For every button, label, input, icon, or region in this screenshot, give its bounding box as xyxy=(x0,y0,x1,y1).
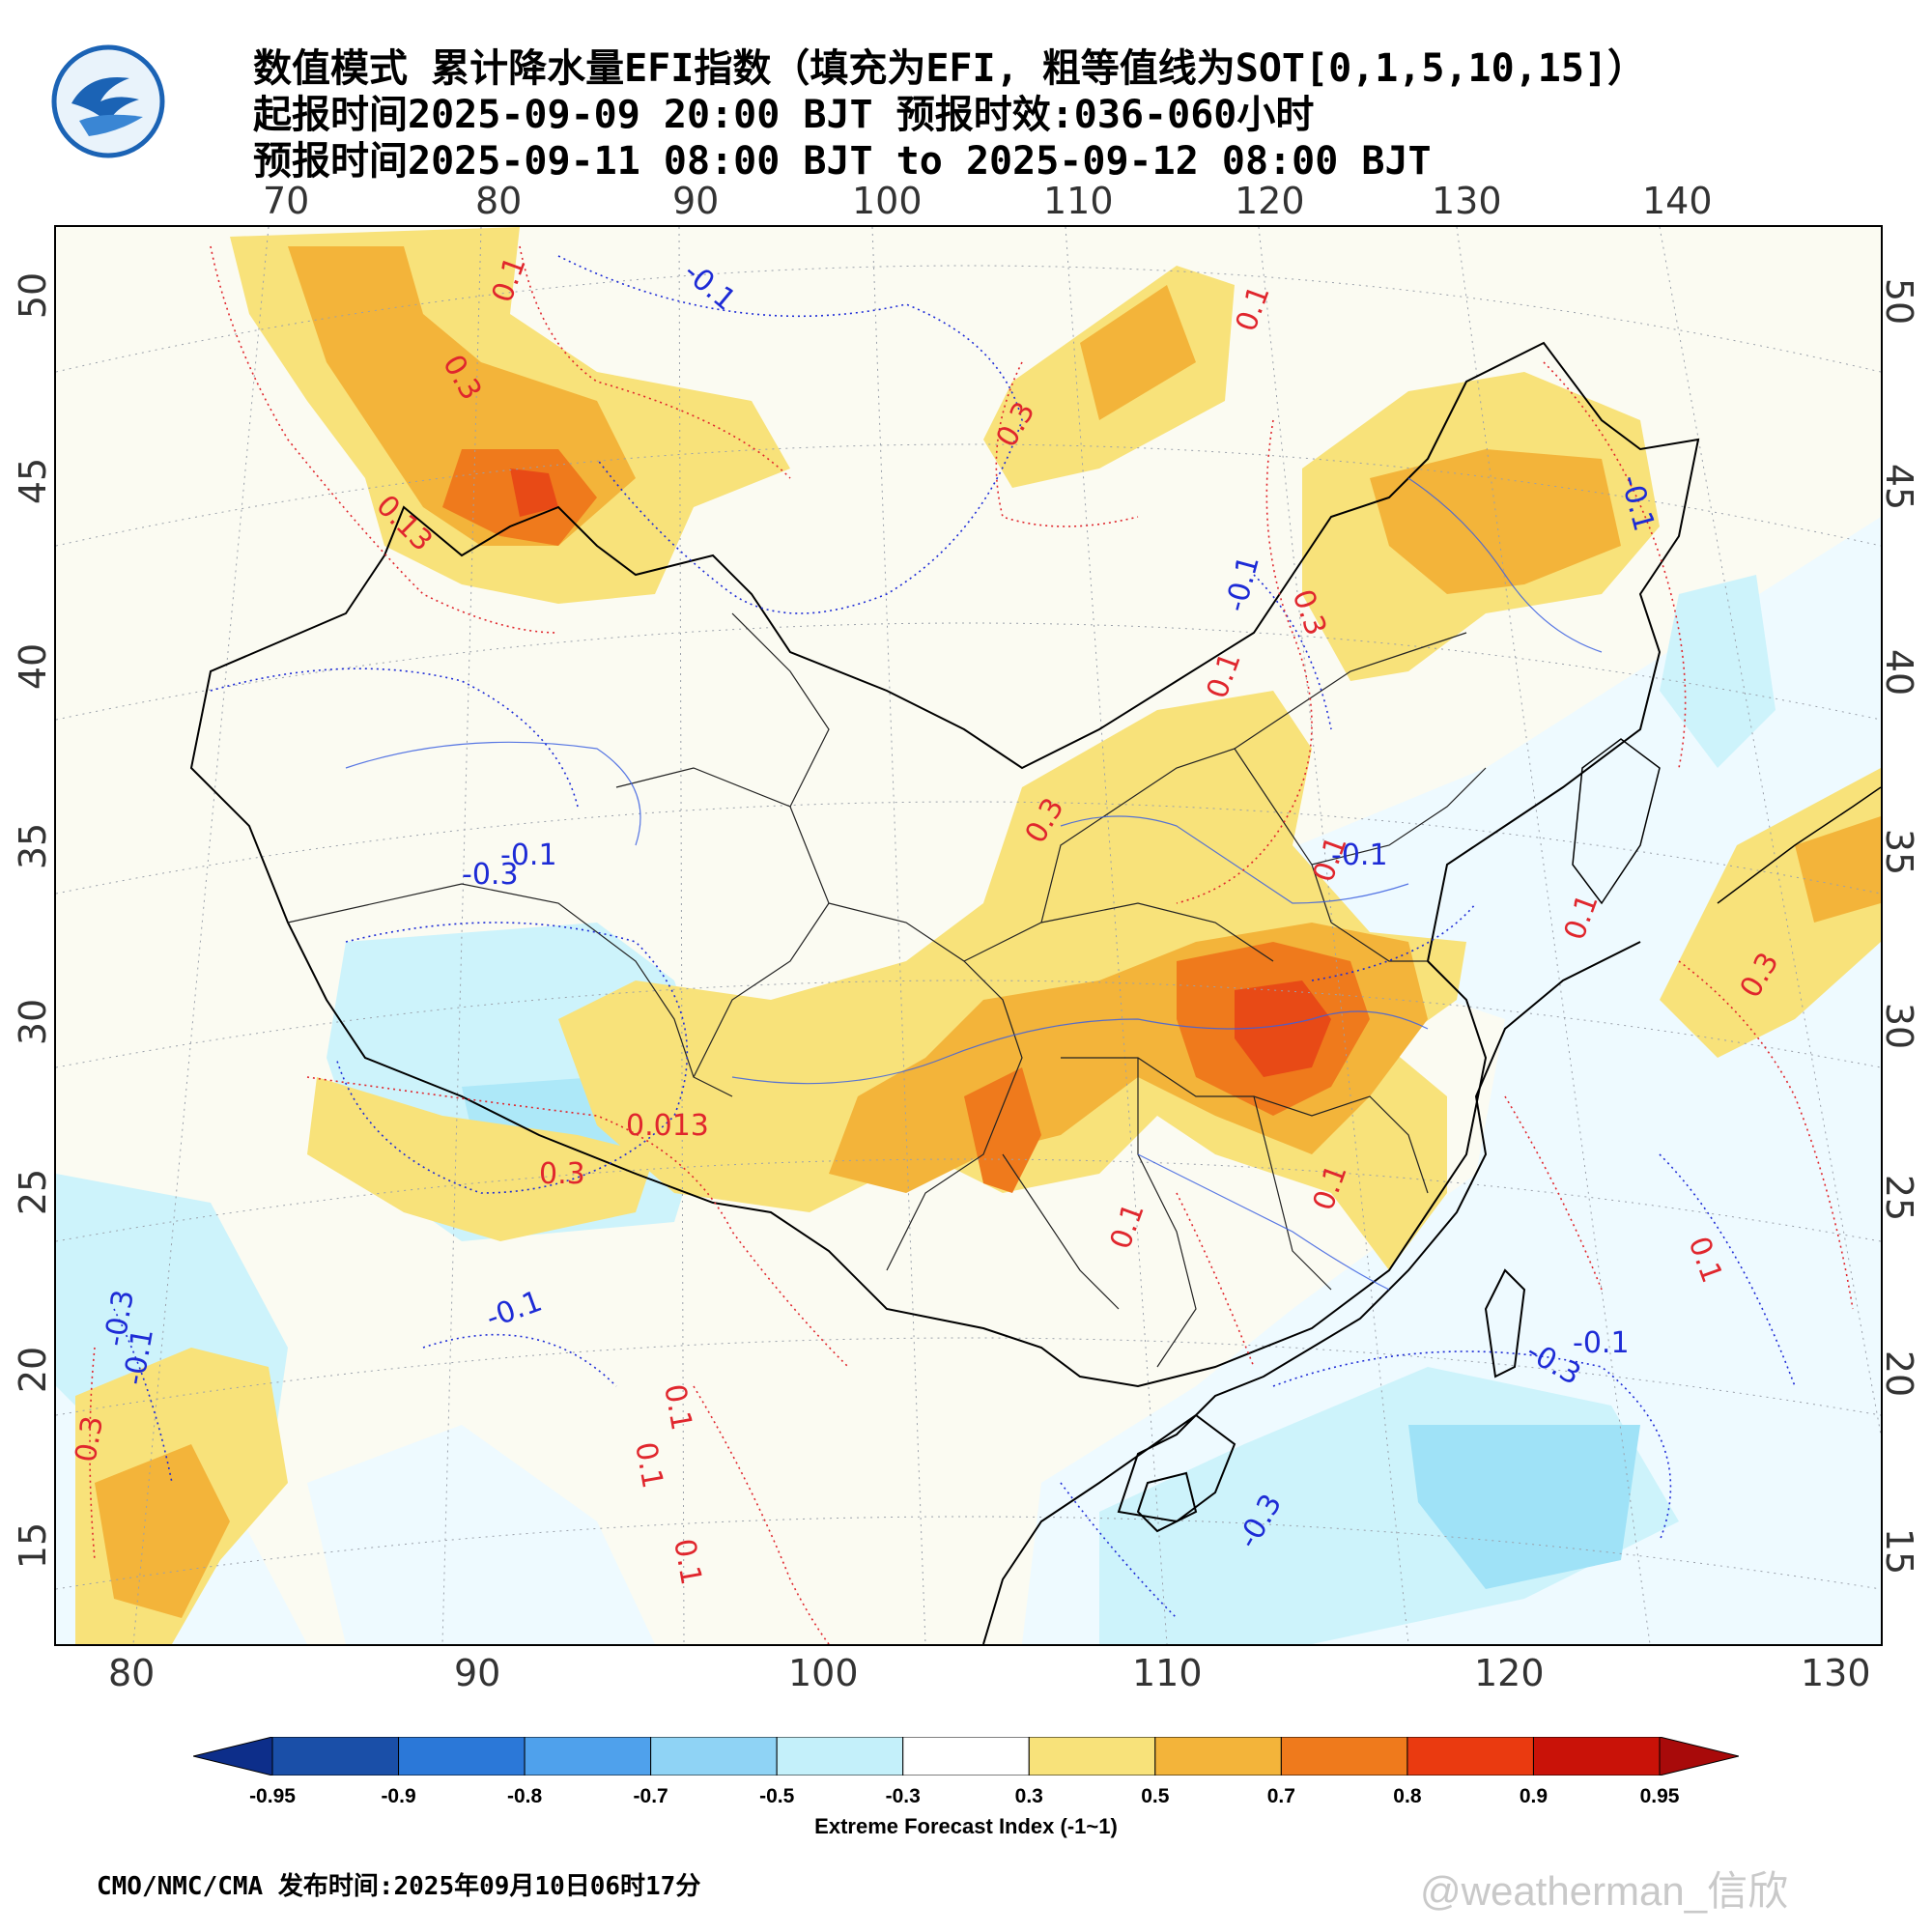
left-lat-tick: 45 xyxy=(12,457,55,505)
efi-0.8-central-core xyxy=(1235,980,1331,1077)
contour-label: 0.1 xyxy=(1201,648,1248,703)
colorbar-end-right xyxy=(1659,1736,1740,1776)
right-lat-tick: 50 xyxy=(1878,277,1921,326)
contour-label: 0.013 xyxy=(626,1109,709,1143)
cma-logo xyxy=(50,43,166,159)
contour-label: 0.1 xyxy=(1104,1199,1151,1254)
taiwan-outline xyxy=(1484,1268,1526,1378)
contour-label: -0.1 xyxy=(482,1285,547,1336)
colorbar-tick-label: -0.7 xyxy=(633,1785,668,1807)
right-lat-tick: 20 xyxy=(1878,1350,1921,1398)
colorbar-tick-label: -0.3 xyxy=(885,1785,921,1807)
right-lat-tick: 35 xyxy=(1878,828,1921,876)
left-lat-tick: 40 xyxy=(12,642,55,691)
colorbar-tick-label: 0.5 xyxy=(1141,1785,1170,1807)
publish-info: CMO/NMC/CMA 发布时间:2025年09月10日06时17分 xyxy=(97,1872,701,1901)
top-lon-tick: 70 xyxy=(263,180,310,222)
efi-neg-scs-core xyxy=(1408,1425,1640,1589)
efi-0.7-sichuan xyxy=(964,1067,1041,1193)
colorbar-cell xyxy=(524,1736,652,1776)
contour-label: -0.1 xyxy=(677,255,742,317)
left-lat-tick: 15 xyxy=(12,1521,55,1570)
efi-0.8-xinjiang-core xyxy=(510,469,558,517)
bottom-lon-tick: 120 xyxy=(1474,1652,1545,1694)
contour-label: -0.1 xyxy=(1219,552,1266,615)
contour-label: -0.1 xyxy=(500,838,557,872)
colorbar-cell xyxy=(776,1736,904,1776)
right-lat-tick: 40 xyxy=(1878,648,1921,696)
korea-japan-outline xyxy=(1572,738,1881,905)
colorbar-cell xyxy=(1532,1736,1661,1776)
colorbar-cell xyxy=(1154,1736,1282,1776)
china-boundary xyxy=(189,341,1700,1388)
efi-0.5-japan xyxy=(1795,816,1881,923)
colorbar-tick-label: 0.9 xyxy=(1519,1785,1548,1807)
bottom-lon-tick: 130 xyxy=(1801,1652,1871,1694)
colorbar-tick-label: -0.5 xyxy=(759,1785,795,1807)
colorbar-tick-label: 0.7 xyxy=(1266,1785,1295,1807)
efi-pos-himalaya xyxy=(307,1077,655,1241)
left-lat-tick: 50 xyxy=(12,271,55,320)
bottom-lon-tick: 80 xyxy=(108,1652,156,1694)
colorbar-cell xyxy=(398,1736,526,1776)
colorbar-tick-label: 0.8 xyxy=(1393,1785,1422,1807)
efi-map: -0.1 -0.1 -0.3 -0.1 -0.1 -0.1 -0.3 -0.1 … xyxy=(54,225,1883,1646)
left-lat-tick: 35 xyxy=(12,822,55,870)
colorbar-tick-label: -0.9 xyxy=(381,1785,416,1807)
colorbar-tick-label: 0.3 xyxy=(1014,1785,1043,1807)
right-lat-tick: 45 xyxy=(1878,463,1921,511)
colorbar-cell xyxy=(271,1736,400,1776)
contour-label: -0.3 xyxy=(462,858,519,892)
colorbar-cell xyxy=(902,1736,1030,1776)
contour-label: 0.1 xyxy=(628,1439,669,1491)
colorbar-title: Extreme Forecast Index (-1~1) xyxy=(814,1814,1118,1838)
hainan-outline xyxy=(1136,1471,1198,1533)
ocean-east xyxy=(1022,517,1881,1644)
top-lon-tick: 140 xyxy=(1642,180,1713,222)
contour-label: -0.1 xyxy=(1573,1326,1630,1360)
colorbar-cell xyxy=(1406,1736,1534,1776)
map-title: 数值模式 累计降水量EFI指数（填充为EFI, 粗等值线为SOT[0,1,5,1… xyxy=(253,46,1647,91)
contour-label: 0.1 xyxy=(657,1381,698,1433)
efi-0.5-india xyxy=(95,1444,230,1618)
left-lat-tick: 25 xyxy=(12,1168,55,1216)
colorbar-end-left xyxy=(192,1736,273,1776)
colorbar-tick-label: -0.8 xyxy=(506,1785,543,1807)
efi-neg-japan-sea xyxy=(1660,575,1776,768)
colorbar-tick-label: -0.95 xyxy=(249,1785,296,1807)
right-lat-tick: 30 xyxy=(1878,1002,1921,1050)
top-lon-tick: 90 xyxy=(672,180,720,222)
left-lat-tick: 30 xyxy=(12,998,55,1046)
top-lon-tick: 130 xyxy=(1432,180,1502,222)
right-lat-tick: 25 xyxy=(1878,1174,1921,1222)
init-time: 起报时间2025-09-09 20:00 BJT 预报时效:036-060小时 xyxy=(253,93,1315,137)
bottom-lon-tick: 110 xyxy=(1132,1652,1203,1694)
contour-label: 0.1 xyxy=(667,1536,708,1587)
bottom-lon-tick: 90 xyxy=(454,1652,501,1694)
top-lon-tick: 80 xyxy=(475,180,523,222)
bottom-lon-tick: 100 xyxy=(788,1652,859,1694)
contour-label: -0.1 xyxy=(1331,838,1388,872)
efi-colorbar xyxy=(192,1736,1740,1776)
contour-label: 0.1 xyxy=(1230,281,1277,336)
top-lon-tick: 100 xyxy=(852,180,923,222)
colorbar-cell xyxy=(1280,1736,1408,1776)
top-lon-tick: 110 xyxy=(1043,180,1114,222)
top-lon-tick: 120 xyxy=(1235,180,1305,222)
contour-label: 0.3 xyxy=(539,1157,585,1191)
colorbar-tick-label: 0.95 xyxy=(1639,1785,1680,1807)
valid-time: 预报时间2025-09-11 08:00 BJT to 2025-09-12 0… xyxy=(253,139,1432,184)
contour-label: 0.3 xyxy=(69,1413,110,1464)
coastline xyxy=(982,941,1641,1644)
efi-0.5-northeast xyxy=(1370,449,1621,594)
right-lat-tick: 15 xyxy=(1878,1527,1921,1576)
left-lat-tick: 20 xyxy=(12,1346,55,1394)
bay-of-bengal xyxy=(307,1425,655,1644)
watermark: @weatherman_信欣 xyxy=(1420,1868,1789,1914)
colorbar-cell xyxy=(1028,1736,1156,1776)
efi-0.5-mongolia xyxy=(1080,285,1196,420)
colorbar-cell xyxy=(650,1736,778,1776)
